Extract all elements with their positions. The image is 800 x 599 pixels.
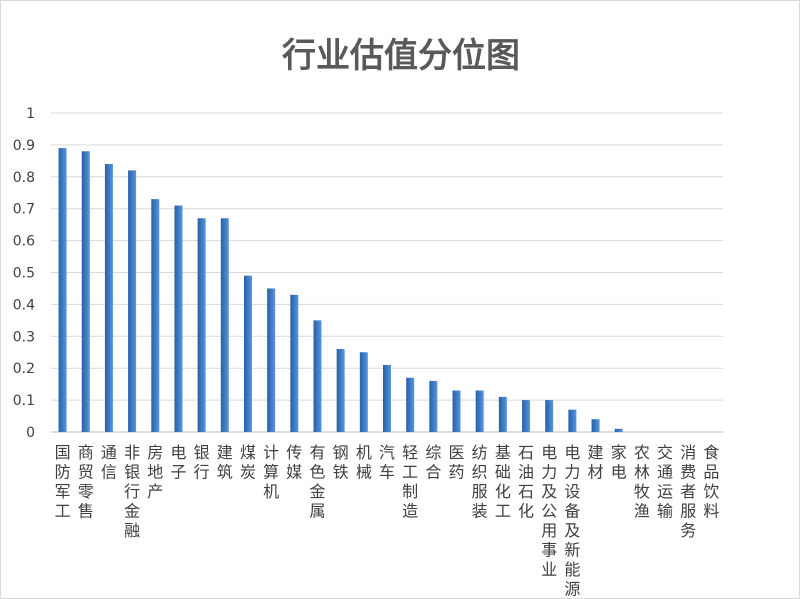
x-category-label: 消费者服务 bbox=[680, 443, 696, 540]
y-axis-ticks: 0 0.1 0.2 0.3 0.4 0.5 0.6 0.7 0.8 0.9 1 bbox=[13, 106, 35, 441]
x-category-label: 家电 bbox=[611, 443, 627, 482]
bar-轻工制造 bbox=[406, 377, 415, 432]
y-tick-label: 0.2 bbox=[13, 361, 35, 377]
bar-纺织服装 bbox=[475, 390, 484, 432]
x-category-label: 电力及公用事业 bbox=[541, 443, 557, 579]
y-tick-label: 0.1 bbox=[13, 393, 35, 409]
bar-国防军工 bbox=[58, 148, 67, 432]
x-category-label: 银行 bbox=[194, 443, 210, 482]
y-tick-label: 0.8 bbox=[13, 170, 35, 186]
y-tick-label: 0.3 bbox=[13, 329, 35, 345]
y-tick-label: 0 bbox=[26, 425, 35, 441]
y-tick-label: 0.4 bbox=[13, 297, 35, 313]
bar-银行 bbox=[197, 218, 206, 432]
x-category-label: 综合 bbox=[425, 443, 441, 482]
bar-综合 bbox=[429, 380, 438, 432]
x-category-label: 农林牧渔 bbox=[634, 443, 650, 521]
y-tick-label: 1 bbox=[26, 106, 35, 122]
bar-石油石化 bbox=[522, 400, 531, 432]
bar-计算机 bbox=[267, 288, 276, 432]
bar-汽车 bbox=[383, 365, 391, 432]
x-category-label: 建材 bbox=[588, 443, 604, 482]
x-category-label: 商贸零售 bbox=[78, 443, 94, 521]
x-category-label: 房地产 bbox=[147, 443, 163, 501]
bar-建筑 bbox=[220, 218, 229, 432]
x-category-label: 轻工制造 bbox=[402, 443, 418, 521]
bar-电力设备及新能源 bbox=[568, 409, 577, 432]
x-category-label: 建筑 bbox=[217, 443, 233, 482]
bar-基础化工 bbox=[498, 396, 507, 432]
bar-非银行金融 bbox=[128, 170, 137, 433]
x-axis-labels: 国防军工商贸零售通信非银行金融房地产电子银行建筑煤炭计算机传媒有色金属钢铁机械汽… bbox=[55, 443, 720, 598]
bar-电力及公用事业 bbox=[545, 400, 554, 432]
y-tick-label: 0.5 bbox=[13, 266, 35, 282]
bar-有色金属 bbox=[313, 320, 322, 432]
x-category-label: 通信 bbox=[101, 443, 117, 482]
bar-家电 bbox=[614, 428, 623, 432]
x-category-label: 非银行金融 bbox=[124, 443, 140, 540]
x-category-label: 基础化工 bbox=[495, 443, 511, 521]
gridlines bbox=[51, 112, 723, 433]
x-category-label: 有色金属 bbox=[309, 443, 325, 521]
x-category-label: 煤炭 bbox=[240, 443, 256, 482]
bar-医药 bbox=[452, 390, 461, 432]
x-category-label: 交通运输 bbox=[657, 443, 673, 521]
bars bbox=[58, 148, 623, 433]
bar-煤炭 bbox=[243, 275, 252, 432]
bar-建材 bbox=[591, 419, 600, 432]
x-category-label: 电子 bbox=[170, 443, 186, 482]
x-category-label: 医药 bbox=[449, 443, 465, 482]
bar-机械 bbox=[359, 352, 368, 432]
x-category-label: 食品饮料 bbox=[703, 443, 719, 521]
chart-title: 行业估值分位图 bbox=[282, 36, 520, 76]
x-category-label: 国防军工 bbox=[55, 443, 71, 521]
bar-电子 bbox=[174, 205, 183, 432]
x-category-label: 汽车 bbox=[379, 443, 395, 482]
x-category-label: 机械 bbox=[356, 443, 372, 482]
x-category-label: 传媒 bbox=[286, 443, 302, 482]
x-category-label: 计算机 bbox=[263, 443, 279, 501]
bar-钢铁 bbox=[336, 349, 345, 432]
bar-商贸零售 bbox=[81, 151, 90, 432]
x-category-label: 石油石化 bbox=[518, 443, 534, 521]
bar-房地产 bbox=[151, 199, 160, 432]
bar-通信 bbox=[104, 164, 113, 433]
x-category-label: 钢铁 bbox=[333, 443, 349, 482]
y-tick-label: 0.6 bbox=[13, 234, 35, 250]
y-tick-label: 0.9 bbox=[13, 138, 35, 154]
x-category-label: 电力设备及新能源 bbox=[564, 443, 580, 598]
x-category-label: 纺织服装 bbox=[472, 443, 488, 521]
y-tick-label: 0.7 bbox=[13, 202, 35, 218]
bar-传媒 bbox=[290, 294, 299, 432]
